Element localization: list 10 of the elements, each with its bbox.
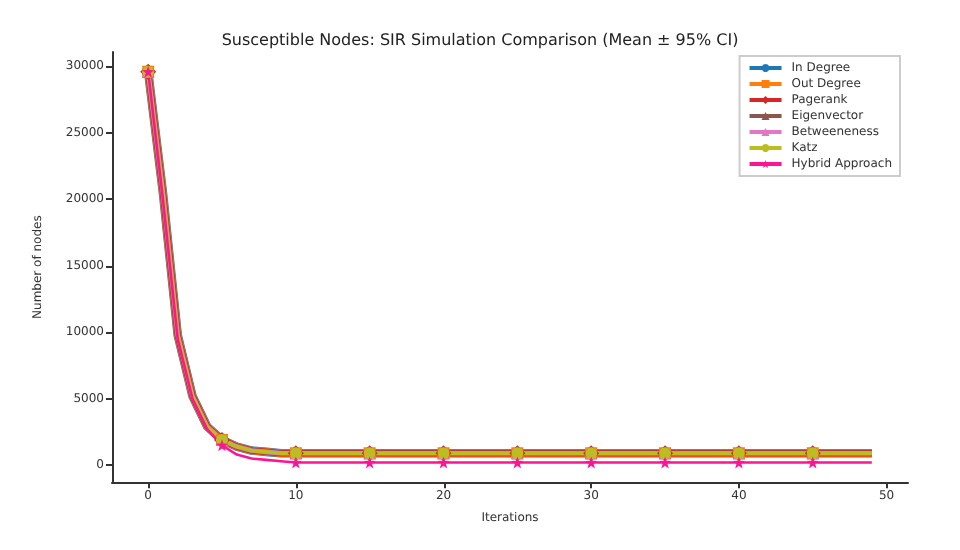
point — [511, 456, 524, 469]
point — [289, 456, 302, 469]
point — [806, 456, 819, 469]
point — [437, 456, 450, 469]
point — [216, 439, 228, 452]
point — [585, 456, 598, 469]
point — [732, 456, 745, 469]
point — [363, 456, 376, 469]
point — [659, 456, 672, 469]
chart-title: Susceptible Nodes: SIR Simulation Comparison (Mean ± 95% CI) — [221, 31, 739, 49]
